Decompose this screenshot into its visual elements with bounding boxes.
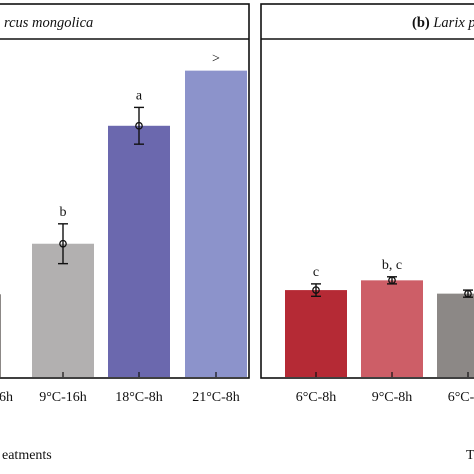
panel-b-tick-label: 6°C-8h	[296, 390, 337, 405]
panel-b-bars: c b, c	[285, 258, 474, 377]
panel-b-bar	[361, 280, 423, 377]
panel-a-title-text: rcus mongolica	[4, 15, 93, 31]
panel-a-significance-label: a	[136, 88, 143, 103]
panel-a-significance-label: >	[212, 52, 220, 67]
panel-b-title-label: (b)	[412, 15, 433, 31]
panel-b-frame	[260, 3, 474, 379]
panel-b-significance-label: b, c	[382, 258, 402, 273]
panel-b-tick-labels: 6°C-8h 9°C-8h 6°C-8h	[296, 372, 474, 405]
panel-b-error-bar	[463, 289, 473, 298]
panel-b-title-species: Larix p	[432, 15, 474, 31]
panel-a-frame	[0, 3, 250, 379]
panel-a: rcus mongolica b a > 6h 9°C-16h 18°C-8h 21°C-…	[0, 3, 250, 463]
panel-a-tick-label: 6h	[0, 390, 13, 405]
panel-a-tick-label: 9°C-16h	[39, 390, 87, 405]
panel-a-tick-label: 18°C-8h	[115, 390, 163, 405]
panel-a-error-bar	[58, 223, 68, 265]
panel-b-bar	[437, 293, 474, 377]
panel-a-error-bar	[134, 106, 144, 145]
panel-b-tick-label: 9°C-8h	[372, 390, 413, 405]
panel-b-xlabel: T	[466, 448, 474, 463]
panel-a-xlabel: eatments	[2, 448, 52, 463]
panel-a-bar	[32, 243, 94, 377]
panel-b-bar	[285, 290, 347, 377]
panel-b-error-bar	[311, 283, 321, 297]
panel-b-significance-label: c	[313, 265, 319, 280]
panel-a-bars: b a >	[0, 52, 247, 378]
panel-b-tick-label: 6°C-8h	[448, 390, 474, 405]
panel-a-bar	[185, 70, 247, 378]
panel-b-error-bar	[387, 276, 397, 285]
panel-a-bar	[108, 125, 170, 377]
panel-a-tick-label: 21°C-8h	[192, 390, 240, 405]
panel-a-tick-labels: 6h 9°C-16h 18°C-8h 21°C-8h	[0, 372, 240, 405]
panel-b: (b) Larix p c b, c 6°C-8h 9°C-8h 6°C-8h T	[260, 3, 474, 463]
panel-b-title: (b) Larix p	[412, 15, 474, 31]
panel-a-bar	[0, 294, 1, 377]
panel-a-significance-label: b	[60, 205, 67, 220]
panel-a-title: rcus mongolica	[4, 15, 93, 31]
